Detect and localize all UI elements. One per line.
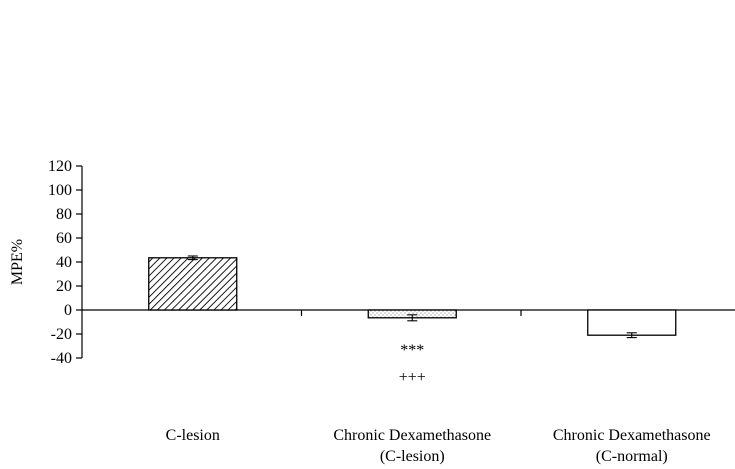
y-tick-label: 60: [56, 230, 72, 247]
category-label: Chronic Dexamethasone: [553, 427, 711, 444]
category-label: (C-lesion): [380, 448, 445, 465]
bar: [148, 257, 238, 311]
labels: C-lesion Chronic Dexamethasone (C-lesion) C…: [166, 342, 711, 465]
y-tick-label: -20: [51, 326, 72, 343]
y-axis-label: MPE%: [9, 239, 26, 285]
y-tick-label: 100: [48, 182, 72, 199]
category-label: C-lesion: [166, 427, 220, 444]
significance-marker: +++: [399, 369, 426, 386]
bars: [148, 255, 677, 339]
bar: [587, 309, 677, 336]
y-tick-label: 0: [64, 302, 72, 319]
y-tick-label: -40: [51, 350, 72, 367]
category-label: Chronic Dexamethasone: [333, 427, 491, 444]
y-tick-label: 80: [56, 206, 72, 223]
y-tick-label: 40: [56, 254, 72, 271]
y-tick-label: 20: [56, 278, 72, 295]
category-label: (C-normal): [596, 448, 668, 465]
y-tick-label: 120: [48, 158, 72, 175]
significance-marker: ***: [400, 342, 424, 359]
